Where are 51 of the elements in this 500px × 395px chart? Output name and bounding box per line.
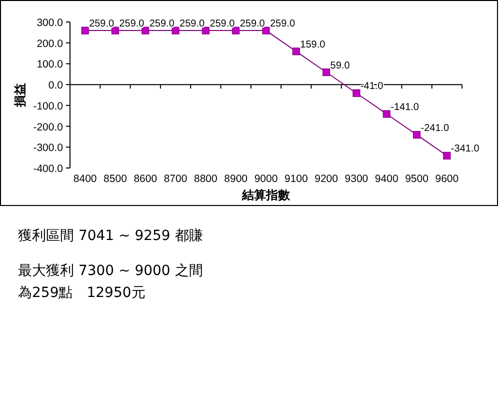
y-tick-label: 200.0 <box>36 38 64 50</box>
y-tick-label: 300.0 <box>36 17 64 29</box>
data-label: 259.0 <box>119 18 145 30</box>
data-label: -241.0 <box>420 122 450 134</box>
point <box>412 131 421 139</box>
y-tick-label: 100.0 <box>36 58 64 71</box>
x-tick-label: 8400 <box>73 173 97 185</box>
x-tick-label: 8700 <box>164 173 188 185</box>
x-tick-label: 9500 <box>405 173 429 185</box>
point <box>202 26 210 34</box>
x-axis-title: 結算指數 <box>241 188 291 202</box>
point <box>111 26 120 34</box>
point <box>292 48 300 56</box>
point <box>142 26 150 34</box>
point <box>81 26 89 34</box>
y-tick-label: -300.0 <box>33 142 64 154</box>
x-tick-label: 9600 <box>435 173 459 185</box>
data-label: -341.0 <box>450 144 480 155</box>
x-tick-label: 8800 <box>194 173 218 185</box>
point <box>232 26 240 34</box>
point <box>443 152 451 160</box>
y-tick-label: -400.0 <box>33 163 64 175</box>
y-axis-title: 損益 <box>13 83 27 108</box>
data-label: 259.0 <box>210 18 236 30</box>
data-label: 159.0 <box>300 39 326 50</box>
x-tick-label: 8500 <box>104 173 128 185</box>
y-tick-label: -100.0 <box>33 100 64 112</box>
x-tick-label: 9300 <box>344 173 368 185</box>
y-tick-label: 0.0 <box>48 80 64 92</box>
data-label: 259.0 <box>240 18 266 30</box>
x-tick-label: 8900 <box>224 173 248 185</box>
data-label: -141.0 <box>390 102 420 113</box>
text: 最大獲利 7300 ~ 9000 之間 <box>18 263 203 279</box>
x-tick-label: 9100 <box>284 173 308 185</box>
point <box>322 68 330 76</box>
point <box>172 26 180 34</box>
text: 獲利區間 7041 ~ 9259 都賺 <box>18 228 203 244</box>
x-tick-label: 9400 <box>374 173 398 185</box>
point <box>382 110 390 118</box>
y-tick-label: -200.0 <box>33 121 64 134</box>
data-label: 259.0 <box>180 18 205 30</box>
x-tick-label: 8600 <box>134 173 158 185</box>
data-label: 259.0 <box>270 18 296 30</box>
x-tick-label: 9000 <box>254 173 278 185</box>
data-label: 259.0 <box>149 18 175 30</box>
data-label: 59.0 <box>330 60 350 72</box>
x-tick-label: 9200 <box>314 173 338 185</box>
text: 為259點 12950元 <box>18 285 146 301</box>
point <box>352 89 360 97</box>
point <box>262 26 270 34</box>
data-label: 259.0 <box>89 18 115 30</box>
